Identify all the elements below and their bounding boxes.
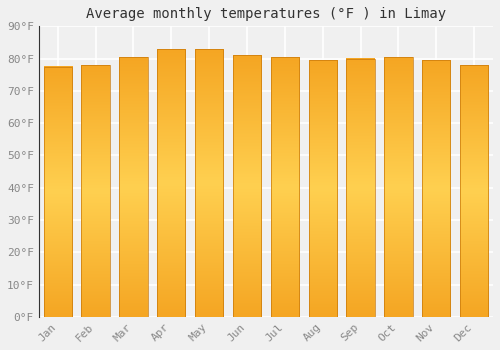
- Bar: [119, 57, 148, 317]
- Bar: [384, 57, 412, 317]
- Bar: [422, 60, 450, 317]
- Bar: [270, 57, 299, 317]
- Bar: [460, 65, 488, 317]
- Bar: [44, 66, 72, 317]
- Bar: [82, 65, 110, 317]
- Title: Average monthly temperatures (°F ) in Limay: Average monthly temperatures (°F ) in Li…: [86, 7, 446, 21]
- Bar: [346, 58, 375, 317]
- Bar: [195, 49, 224, 317]
- Bar: [233, 55, 261, 317]
- Bar: [157, 49, 186, 317]
- Bar: [308, 60, 337, 317]
